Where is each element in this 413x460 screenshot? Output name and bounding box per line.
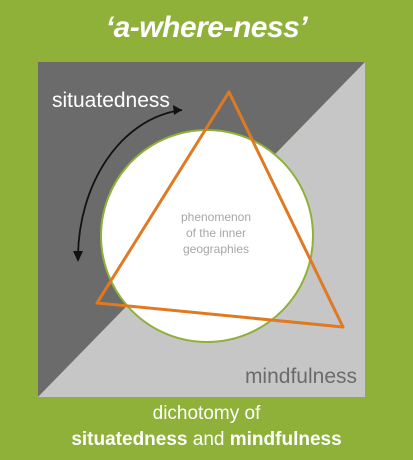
- caption-connector: and: [187, 429, 230, 450]
- caption-term-mindfulness: mindfulness: [229, 429, 342, 450]
- caption-line-1: dichotomy of: [152, 403, 261, 424]
- center-label-line-2: of the inner: [186, 226, 246, 240]
- triangle-outline: [95, 90, 345, 329]
- center-label-line-1: phenomenon: [181, 210, 251, 224]
- inner-circle: [100, 129, 314, 343]
- curved-arrow-icon: [77, 109, 183, 259]
- arrow-head-bottom-icon: [73, 251, 83, 262]
- center-label-line-3: geographies: [183, 242, 249, 256]
- arrow-head-top-icon: [173, 105, 182, 115]
- situatedness-label: situatedness: [52, 89, 170, 112]
- mindfulness-label: mindfulness: [245, 365, 357, 388]
- caption-term-situatedness: situatedness: [71, 429, 188, 450]
- caption-line-2: situatedness and mindfulness: [0, 428, 413, 452]
- title: ‘a-where-ness’: [105, 11, 308, 44]
